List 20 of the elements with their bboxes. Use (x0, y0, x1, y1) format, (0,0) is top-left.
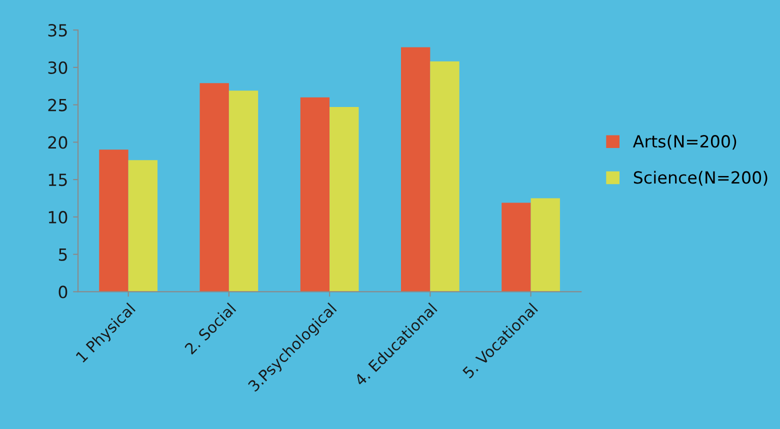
bar (228, 90, 258, 292)
bar (300, 97, 330, 292)
bar (128, 160, 158, 292)
y-tick-label: 5 (58, 248, 67, 261)
y-tick-label: 10 (48, 210, 68, 224)
bar (430, 61, 460, 292)
bar (99, 150, 128, 292)
y-tick-label: 30 (48, 61, 68, 74)
bar (502, 202, 531, 292)
y-tick-label: 20 (48, 136, 68, 149)
bar (400, 47, 430, 292)
y-tick-label: 15 (48, 174, 67, 186)
legend-label: Science(N=200) (634, 170, 768, 186)
y-tick-label: 0 (58, 286, 68, 298)
legend-label: Arts(N=200) (632, 134, 736, 150)
bar (200, 83, 229, 292)
y-tick-label: 25 (48, 98, 67, 112)
y-tick-label: 35 (48, 24, 67, 37)
bar (330, 107, 359, 292)
bar (530, 198, 560, 292)
